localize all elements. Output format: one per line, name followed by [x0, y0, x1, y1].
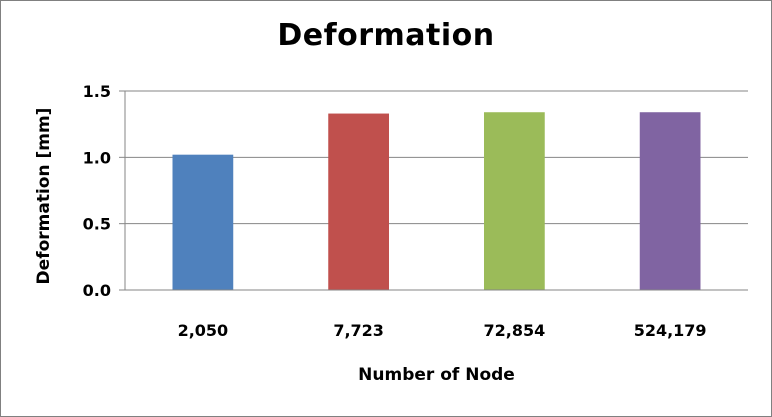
bar — [328, 113, 389, 290]
y-tick-label: 1.0 — [83, 148, 111, 167]
y-tick-label: 0.0 — [83, 281, 111, 300]
bar — [484, 112, 545, 290]
bar — [639, 112, 701, 290]
x-tick-label: 7,723 — [333, 321, 384, 340]
bar — [172, 154, 234, 290]
y-tick-label: 0.5 — [83, 215, 111, 234]
tick-labels: 0.0 0.5 1.0 1.5 2,050 7,723 72,854 524,179 — [83, 82, 707, 340]
x-tick-label: 524,179 — [634, 321, 707, 340]
x-tick-label: 72,854 — [484, 321, 546, 340]
chart-title: Deformation — [277, 18, 495, 53]
axes — [119, 90, 748, 291]
x-tick-label: 2,050 — [178, 321, 229, 340]
x-axis-title: Number of Node — [358, 365, 515, 385]
bars — [172, 112, 701, 290]
y-tick-label: 1.5 — [83, 82, 111, 101]
